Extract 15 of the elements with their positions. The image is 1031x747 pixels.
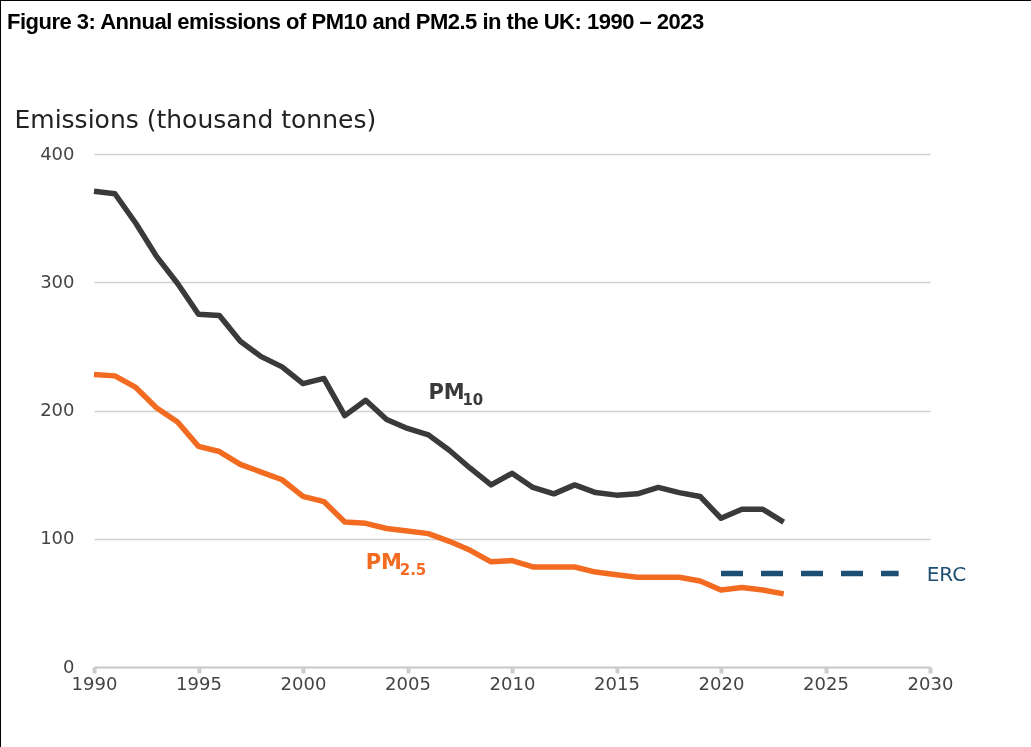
y-tick-label: 200 bbox=[40, 399, 75, 420]
y-tick-label: 100 bbox=[40, 527, 75, 549]
x-tick-label: 2025 bbox=[803, 672, 849, 694]
y-tick-label: 400 bbox=[40, 142, 75, 164]
x-tick-label: 2020 bbox=[698, 672, 745, 694]
x-tick-label: 1995 bbox=[176, 672, 222, 694]
x-tick-label: 2015 bbox=[594, 672, 640, 694]
y-axis-title: Emissions (thousand tonnes) bbox=[14, 104, 377, 134]
x-tick-label: 2005 bbox=[385, 672, 431, 694]
x-tick-label: 2010 bbox=[489, 672, 536, 694]
y-tick-label: 300 bbox=[40, 270, 75, 292]
x-tick-label: 2030 bbox=[907, 672, 954, 694]
x-tick-label: 2000 bbox=[280, 672, 327, 694]
series-label: ERC bbox=[926, 562, 967, 587]
chart-title: Figure 3: Annual emissions of PM10 and PM2.5 in the UK: 1990 – 2023 bbox=[7, 9, 704, 35]
